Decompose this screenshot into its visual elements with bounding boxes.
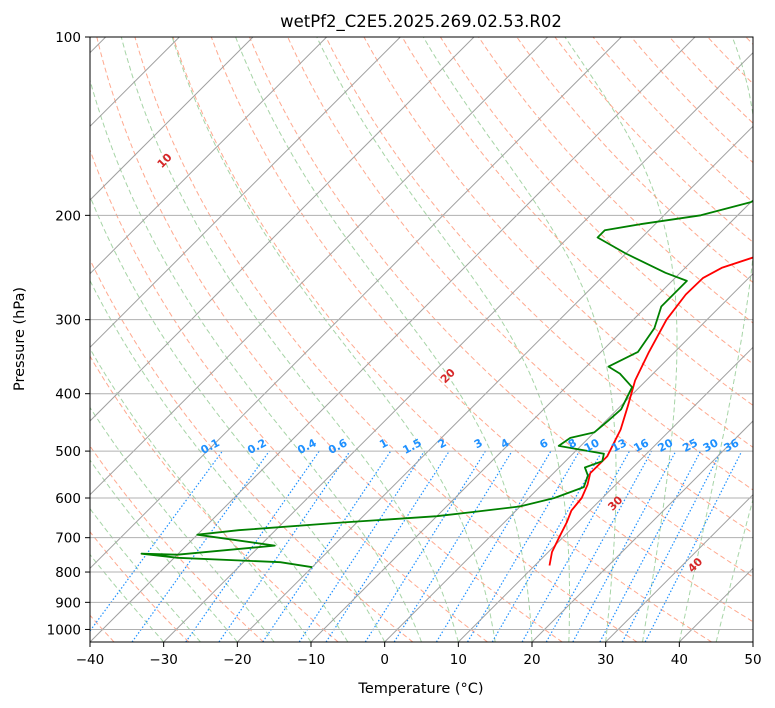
moist-adiabat-line	[90, 347, 312, 642]
y-tick-label: 1000	[47, 622, 81, 638]
x-axis-ticks: −40 −30 −20 −10 0 10 20 30 40 50	[76, 642, 762, 668]
y-tick-label: 800	[55, 565, 81, 581]
dry-adiabat-line	[249, 37, 753, 578]
isotherms	[90, 37, 753, 642]
mixing-ratio-line	[90, 450, 223, 632]
dry-adiabat-line	[90, 355, 339, 642]
mixing-ratio-label: 16	[631, 436, 651, 455]
dry-adiabat-line	[210, 37, 753, 623]
isotherm-line	[90, 37, 254, 201]
mixing-ratio-line	[621, 450, 722, 642]
moist-adiabat-line	[678, 37, 753, 642]
x-tick-label: 40	[671, 652, 688, 668]
mixing-ratio-line	[298, 450, 425, 642]
x-tick-label: −40	[76, 652, 105, 668]
isotherm-line	[384, 272, 753, 642]
isotherm-line	[236, 125, 753, 642]
x-axis-title: Temperature (°C)	[357, 681, 483, 697]
mixing-ratio-line	[599, 450, 702, 642]
dry-adiabat-line	[90, 531, 190, 642]
moist-adiabat-line	[90, 507, 201, 642]
mixing-ratio-label: 36	[722, 436, 742, 455]
x-tick-label: 10	[450, 652, 467, 668]
moist-adiabats	[90, 37, 753, 642]
isotherm-line	[90, 37, 475, 422]
x-tick-label: −10	[297, 652, 326, 668]
y-tick-label: 900	[55, 595, 81, 611]
isotherm-line	[457, 346, 753, 642]
dry-adiabat-line	[325, 37, 753, 491]
dry-adiabat-line	[401, 37, 753, 406]
y-tick-label: 700	[55, 531, 81, 547]
profile-series	[140, 199, 753, 569]
y-tick-label: 200	[55, 208, 81, 224]
isotherm-line	[310, 199, 753, 642]
mixing-ratio-line	[521, 450, 631, 642]
x-tick-label: −20	[223, 652, 252, 668]
isotherm-line	[90, 37, 622, 570]
mixing-ratio-line	[364, 450, 486, 642]
temperature-profile	[548, 256, 753, 566]
x-tick-label: 0	[380, 652, 389, 668]
isotherm-line	[90, 37, 696, 642]
y-tick-label: 600	[55, 491, 81, 507]
mixing-ratio-line	[185, 450, 320, 642]
isotherm-line	[531, 420, 753, 642]
moist-adiabat-line	[316, 37, 571, 642]
mixing-ratio-label: 13	[609, 436, 629, 455]
dry-adiabat-line	[90, 148, 488, 642]
dry-adiabat-line	[516, 37, 753, 284]
moist-adiabat-line	[235, 37, 533, 642]
isotherm-line	[90, 37, 328, 275]
dry-adiabat-line	[90, 445, 264, 642]
y-tick-label: 500	[55, 444, 81, 460]
mixing-ratio-line	[644, 450, 743, 642]
moist-adiabat-line	[90, 279, 349, 642]
mixing-ratio-line	[218, 450, 351, 642]
moist-adiabat-line	[90, 195, 386, 642]
x-tick-label: 50	[744, 652, 761, 668]
plot-frame	[89, 36, 754, 643]
plot-area: -100-90-80-70-60-50-40-30-20-10 01020304…	[90, 37, 753, 642]
isotherm-line	[90, 37, 549, 496]
moist-adiabat-line	[90, 459, 238, 642]
mixing-ratio-label: 30	[701, 436, 721, 455]
dry-adiabat-line	[134, 37, 638, 642]
moist-adiabat-line	[120, 37, 459, 642]
x-tick-label: 30	[597, 652, 614, 668]
moist-adiabat-line	[90, 78, 422, 642]
chart-title: wetPf2_C2E5.2025.269.02.53.R02	[280, 12, 562, 32]
dewpoint-profile	[140, 199, 753, 569]
moist-adiabat-line	[564, 37, 678, 642]
y-tick-label: 400	[55, 387, 81, 403]
y-tick-label: 300	[55, 313, 81, 329]
mixing-ratio-label: 10	[582, 436, 602, 455]
mixing-ratio-line	[325, 450, 450, 642]
y-tick-label: 100	[55, 30, 81, 46]
isotherm-line	[605, 493, 753, 642]
dry-adiabat-line	[96, 37, 563, 642]
mixing-ratio-line	[572, 450, 677, 642]
dry-adiabat-line	[172, 37, 712, 642]
moist-adiabat-line	[715, 497, 753, 642]
mixing-ratio-line	[393, 450, 513, 642]
x-tick-label: −30	[149, 652, 178, 668]
pressure-gridlines	[90, 37, 753, 630]
moist-adiabat-line	[422, 37, 617, 642]
mixing-ratio-label: 25	[680, 436, 700, 455]
isotherm-line	[163, 51, 753, 642]
y-axis-title: Pressure (hPa)	[12, 287, 28, 391]
moist-adiabat-line	[171, 37, 496, 642]
dry-adiabat-line	[439, 37, 753, 365]
x-tick-label: 20	[523, 652, 540, 668]
isotherm-line	[90, 37, 401, 349]
mixing-ratio-line	[131, 450, 270, 642]
moist-adiabat-line	[90, 553, 165, 642]
mixing-ratio-label: 20	[656, 436, 676, 455]
y-axis-ticks: 100 200 300 400 500 600 700 800 900 1000	[47, 30, 90, 638]
